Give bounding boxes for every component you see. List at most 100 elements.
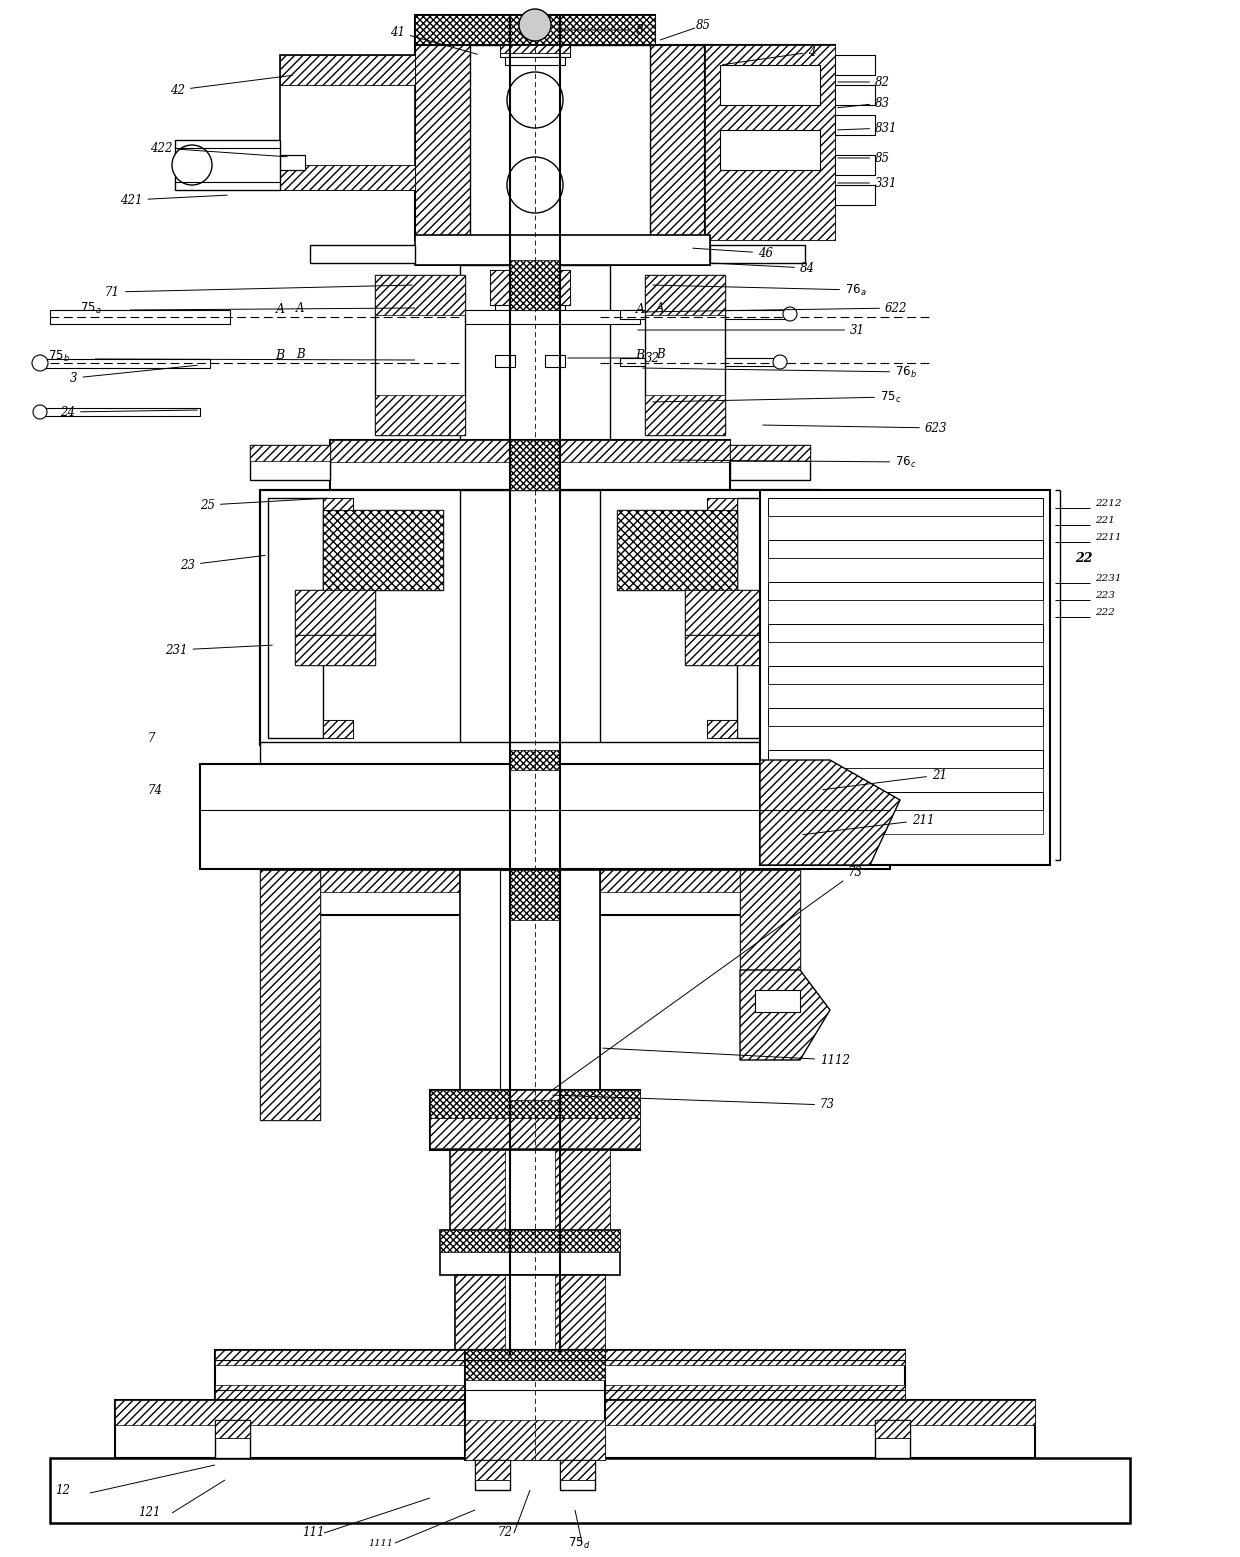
Text: 85: 85 [838, 151, 890, 165]
Bar [310, 244, 415, 263]
Text: 73: 73 [551, 866, 863, 1091]
Text: 2212: 2212 [1095, 498, 1121, 508]
Bar [706, 45, 835, 240]
Bar [495, 305, 515, 319]
Bar [768, 599, 1043, 624]
Bar [707, 719, 737, 738]
Text: 72: 72 [498, 1526, 513, 1540]
Bar [280, 165, 415, 190]
Bar [645, 276, 725, 315]
Text: 221: 221 [1095, 515, 1115, 525]
Bar [268, 498, 322, 738]
Circle shape [520, 9, 551, 40]
Text: 82: 82 [838, 75, 890, 89]
Bar [835, 54, 875, 75]
Text: 83: 83 [838, 97, 890, 109]
Bar [260, 743, 820, 764]
Bar [295, 590, 374, 635]
Bar [768, 582, 1043, 599]
Bar [490, 269, 515, 305]
Text: 25: 25 [200, 498, 327, 512]
Bar [460, 265, 610, 441]
Bar [760, 490, 1050, 866]
Text: 623: 623 [763, 422, 947, 434]
Bar [215, 1386, 905, 1400]
Bar [768, 666, 1043, 684]
Bar [280, 156, 305, 170]
Text: B: B [656, 347, 665, 361]
Bar [768, 641, 1043, 666]
Bar [650, 45, 706, 240]
Bar [740, 870, 800, 970]
Bar [720, 65, 820, 104]
Bar [730, 445, 810, 461]
Bar [768, 708, 1043, 726]
Text: 31: 31 [637, 324, 866, 336]
Bar [415, 16, 655, 45]
Bar [711, 244, 805, 263]
Bar [50, 1457, 1130, 1523]
Bar [546, 305, 565, 319]
Bar [295, 635, 374, 665]
Bar [175, 140, 280, 190]
Bar [260, 870, 320, 1119]
Bar [707, 498, 737, 511]
Bar [768, 540, 1043, 557]
Bar [215, 1350, 905, 1400]
Bar [430, 1090, 640, 1118]
Bar [465, 1350, 605, 1380]
Bar [495, 355, 515, 367]
Text: 12: 12 [55, 1484, 69, 1496]
Text: A: A [656, 302, 665, 315]
Bar [40, 360, 210, 367]
Text: 622: 622 [642, 302, 908, 315]
Bar [430, 1118, 640, 1148]
Text: 121: 121 [138, 1507, 160, 1520]
Bar [295, 635, 374, 665]
Bar [260, 490, 820, 744]
Bar [684, 590, 765, 635]
Bar [835, 156, 875, 174]
Bar [215, 1350, 905, 1365]
Bar [835, 185, 875, 206]
Bar [268, 498, 322, 738]
Text: $76_c$: $76_c$ [673, 455, 916, 470]
Bar [645, 276, 725, 434]
Text: B: B [635, 349, 645, 361]
Bar [706, 45, 835, 240]
Text: 1112: 1112 [603, 1048, 849, 1067]
Text: 223: 223 [1095, 590, 1115, 599]
Text: 74: 74 [148, 783, 162, 797]
Bar [280, 156, 305, 170]
Text: 422: 422 [150, 142, 288, 157]
Bar [295, 590, 374, 635]
Bar [737, 498, 792, 738]
Bar [768, 750, 1043, 768]
Text: $76_a$: $76_a$ [652, 282, 867, 297]
Bar [330, 441, 730, 462]
Text: 3: 3 [69, 366, 197, 385]
Bar [768, 793, 1043, 810]
Text: 73: 73 [553, 1095, 835, 1112]
Text: $75_a$: $75_a$ [81, 301, 102, 316]
Circle shape [32, 355, 48, 371]
Bar [720, 129, 820, 170]
Bar [737, 498, 792, 738]
Bar [768, 666, 1043, 684]
Bar [768, 540, 1043, 557]
Bar [546, 269, 570, 305]
Bar [460, 490, 600, 744]
Text: 42: 42 [170, 75, 293, 97]
Bar [260, 743, 820, 764]
Text: A: A [275, 302, 284, 316]
Bar [322, 511, 443, 590]
Bar [711, 244, 805, 263]
Text: 831: 831 [838, 121, 898, 134]
Text: B: B [275, 349, 284, 361]
Bar [618, 511, 737, 590]
Text: 211: 211 [802, 813, 935, 835]
Bar [500, 870, 560, 1090]
Bar [250, 445, 330, 480]
Bar [415, 45, 470, 240]
Bar [440, 1230, 620, 1275]
